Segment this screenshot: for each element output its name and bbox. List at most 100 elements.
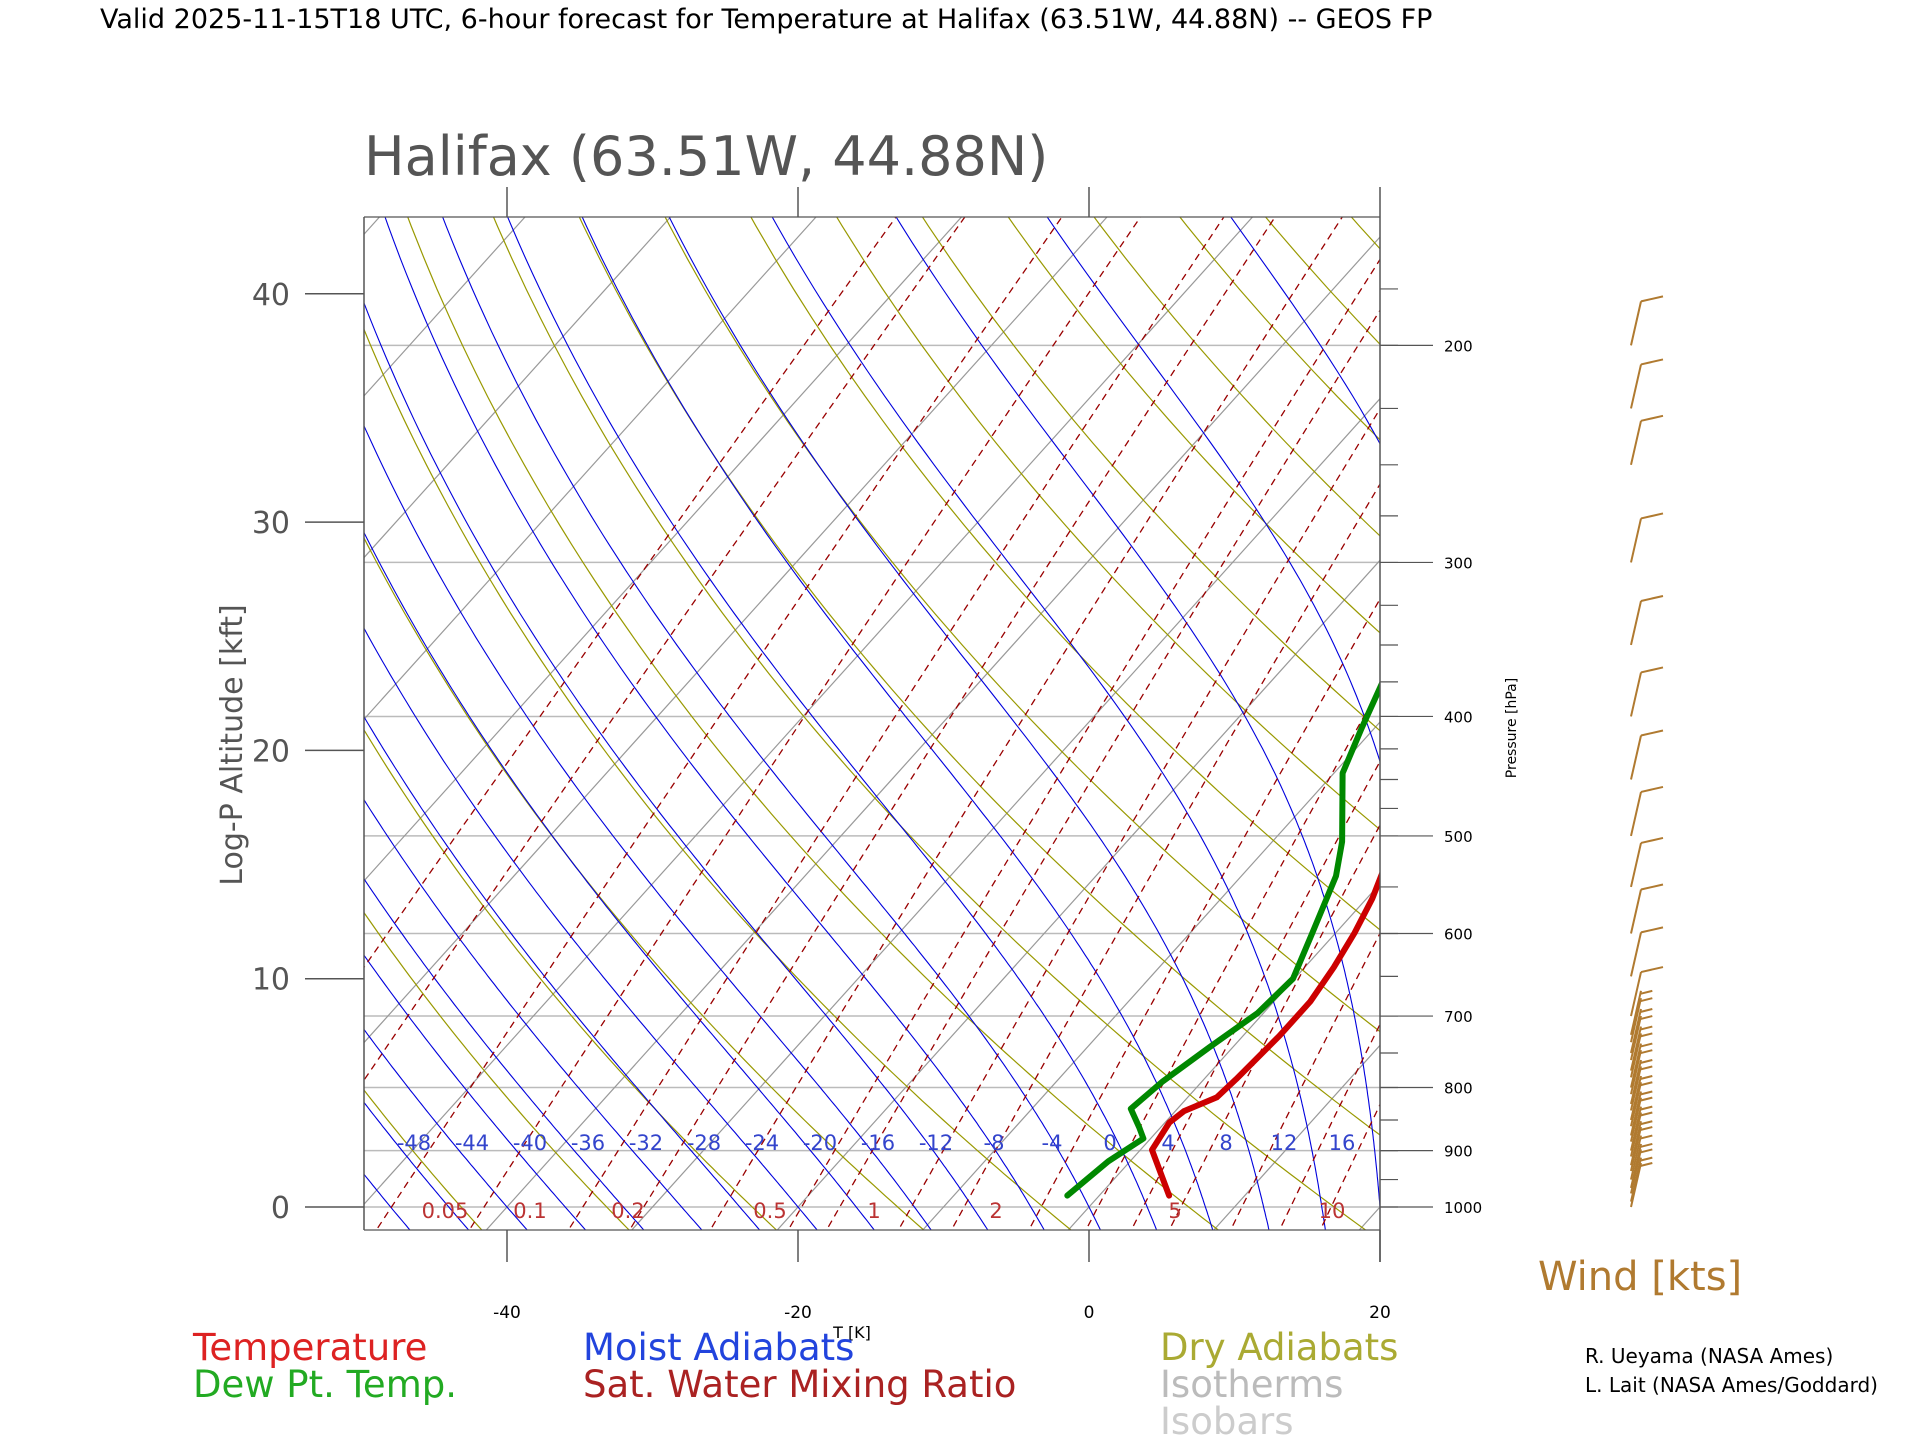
y-tick-label: 10 xyxy=(252,963,290,998)
pressure-label: 200 xyxy=(1444,337,1473,355)
dry-adiabat xyxy=(364,911,630,1230)
moist-adiabat xyxy=(771,217,1326,1230)
wind-barb-halfflag xyxy=(1640,1111,1653,1117)
wind-barb-halfflag xyxy=(1640,1120,1653,1126)
isotherm-line xyxy=(364,217,1253,1206)
wind-barb xyxy=(1630,1065,1653,1111)
wind-barb-halfflag xyxy=(1640,997,1653,1003)
wind-barb xyxy=(1630,989,1653,1036)
wind-barb xyxy=(1630,1032,1653,1078)
moist-adiabat xyxy=(668,217,1270,1230)
wind-barb xyxy=(1630,1025,1653,1071)
dry-adiabat xyxy=(1007,217,1380,634)
y-tick-label: 40 xyxy=(252,278,290,313)
mixing-ratio-line xyxy=(1426,191,1920,1258)
wind-barb-halfflag xyxy=(1640,1156,1653,1162)
wind-barb-shaft xyxy=(1630,889,1642,934)
wind-barb-shaft xyxy=(1630,1135,1642,1180)
wind-barb-halfflag xyxy=(1640,1126,1653,1131)
moist-adiabat-label: -4 xyxy=(1042,1131,1063,1155)
isotherm-line xyxy=(631,397,1380,1230)
moist-adiabat xyxy=(364,877,645,1230)
isotherm-line xyxy=(0,217,89,1230)
wind-barb xyxy=(1630,1075,1653,1121)
wind-barb-halfflag xyxy=(1640,1134,1653,1140)
wind-barb xyxy=(1630,512,1664,563)
wind-barb xyxy=(1630,1105,1653,1151)
legend-wind: Wind [kts] xyxy=(1538,1254,1742,1300)
title-ticks xyxy=(506,187,1090,217)
wind-barb xyxy=(1630,1096,1653,1142)
wind-barb-halfflag xyxy=(1640,1148,1653,1154)
y2-axis-label: Pressure [hPa] xyxy=(1504,678,1520,778)
wind-barb-shaft xyxy=(1630,1015,1642,1061)
wind-barb-halfflag xyxy=(1640,989,1653,995)
wind-barb xyxy=(1630,1148,1653,1194)
wind-barb xyxy=(1630,785,1664,837)
legend-temperature: Temperature xyxy=(192,1326,427,1369)
wind-barb xyxy=(1630,966,1664,1017)
wind-barb-shaft xyxy=(1630,1043,1642,1088)
dry-adiabat xyxy=(0,154,358,1258)
wind-barb-halfflag xyxy=(1640,1162,1653,1167)
wind-barb-shaft xyxy=(1630,735,1642,780)
wind-barb xyxy=(1630,1008,1653,1054)
moist-adiabat xyxy=(364,627,818,1230)
mixing-ratio-line xyxy=(1028,597,1380,1230)
wind-barb xyxy=(1630,836,1664,888)
moist-adiabat xyxy=(364,798,703,1230)
mixing-ratio-line xyxy=(897,407,1380,1230)
dry-adiabat xyxy=(364,728,778,1230)
wind-barb-shaft xyxy=(1630,301,1642,346)
isotherm-lines xyxy=(0,217,1380,1230)
mixing-ratio-label: 10 xyxy=(1319,1199,1346,1223)
dry-adiabat xyxy=(1713,154,1920,1258)
mixing-ratio-line xyxy=(787,258,1380,1230)
wind-barb-shaft xyxy=(1630,1162,1642,1208)
dry-adiabat xyxy=(364,327,1072,1230)
legend-mixing: Sat. Water Mixing Ratio xyxy=(583,1363,1016,1406)
wind-barb-shaft xyxy=(1630,1106,1642,1151)
wind-barb-flag xyxy=(1640,785,1664,793)
wind-barb xyxy=(1630,1156,1653,1202)
wind-barb xyxy=(1630,1134,1653,1180)
wind-barb-halfflag xyxy=(1640,1081,1653,1087)
wind-barb-flag xyxy=(1640,666,1664,674)
moist-adiabat-label: -12 xyxy=(919,1131,953,1155)
dry-adiabat xyxy=(1547,154,1920,1258)
wind-barb-halfflag xyxy=(1640,1065,1653,1071)
moist-adiabat xyxy=(364,531,875,1230)
legend-dewpoint: Dew Pt. Temp. xyxy=(193,1363,457,1406)
wind-barb xyxy=(1630,594,1664,646)
moist-adiabat-label: -20 xyxy=(803,1131,837,1155)
wind-barb-flag xyxy=(1640,926,1664,934)
wind-barb-halfflag xyxy=(1640,1025,1653,1031)
wind-barb-flag xyxy=(1640,883,1664,891)
wind-barb-flag xyxy=(1640,594,1664,602)
isotherm-line xyxy=(364,217,1108,1044)
dry-adiabat xyxy=(836,217,1380,831)
wind-barb-shaft xyxy=(1630,1112,1642,1157)
wind-barb xyxy=(1630,358,1664,409)
wind-barb-shaft xyxy=(1630,990,1642,1036)
wind-barb-shaft xyxy=(1630,1033,1642,1078)
dry-adiabat xyxy=(0,154,209,1258)
isotherm-line xyxy=(1067,882,1380,1230)
wind-barb xyxy=(1630,1090,1653,1136)
dry-adiabat xyxy=(407,217,1220,1230)
dry-adiabat xyxy=(1179,217,1380,441)
isotherm-line xyxy=(922,721,1380,1230)
moist-adiabat xyxy=(442,217,1102,1230)
dry-adiabat xyxy=(364,536,925,1230)
mixing-ratio-line xyxy=(364,217,897,969)
legend-moist: Moist Adiabats xyxy=(583,1326,854,1369)
mixing-ratio-line xyxy=(375,217,1063,1230)
moist-adiabat-label: -32 xyxy=(629,1131,663,1155)
wind-barb xyxy=(1630,1059,1653,1105)
moist-adiabat xyxy=(364,424,932,1230)
mixing-ratio-lines xyxy=(364,191,1920,1258)
wind-barb-halfflag xyxy=(1640,1032,1653,1038)
wind-barb-shaft xyxy=(1630,932,1642,977)
mixing-ratio-line xyxy=(709,217,1344,1230)
wind-barb-halfflag xyxy=(1640,1008,1653,1013)
